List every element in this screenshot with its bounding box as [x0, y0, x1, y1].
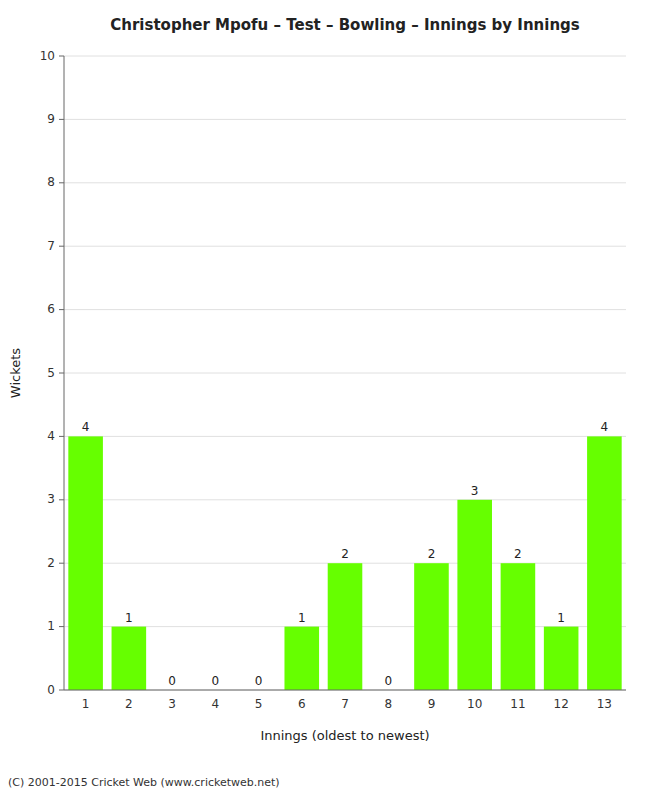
data-label: 0: [168, 674, 176, 688]
x-tick-label: 12: [554, 697, 569, 711]
y-tick: [59, 563, 64, 564]
y-tick-label: 3: [47, 492, 55, 506]
y-tick: [59, 499, 64, 500]
data-label: 1: [125, 611, 133, 625]
data-label: 2: [514, 547, 522, 561]
bar: [587, 436, 622, 690]
grid-line: [64, 182, 626, 183]
x-tick-label: 7: [341, 697, 349, 711]
grid-line: [64, 56, 626, 57]
y-tick: [59, 56, 64, 57]
x-axis-label: Innings (oldest to newest): [260, 728, 429, 743]
bar: [501, 563, 536, 690]
data-labels: 4 1 0 0 0 1 2 0 2 3 2 1 4: [82, 420, 608, 688]
bar: [328, 563, 363, 690]
x-tick-label: 6: [298, 697, 306, 711]
y-tick: [59, 690, 64, 691]
data-label: 2: [428, 547, 436, 561]
data-label: 0: [255, 674, 263, 688]
title: Christopher Mpofu – Test – Bowling – Inn…: [110, 16, 580, 34]
y-tick: [59, 182, 64, 183]
x-tick-label: 3: [168, 697, 176, 711]
x-axis-line: [64, 690, 626, 691]
y-tick-label: 1: [47, 619, 55, 633]
x-tick-label: 2: [125, 697, 133, 711]
data-label: 0: [384, 674, 392, 688]
y-tick: [59, 309, 64, 310]
x-tick-label: 13: [597, 697, 612, 711]
y-axis-line: [64, 56, 65, 690]
data-label: 1: [557, 611, 565, 625]
y-axis-label: Wickets: [8, 348, 23, 398]
chart: 0123456789104100012023214123456789101112…: [0, 0, 650, 800]
x-tick-label: 9: [428, 697, 436, 711]
x-axis: 12345678910111213: [82, 697, 612, 711]
bar: [457, 500, 492, 690]
y-tick-label: 10: [40, 49, 55, 63]
data-label: 4: [82, 420, 90, 434]
y-tick-label: 5: [47, 366, 55, 380]
data-label: 4: [601, 420, 609, 434]
page: {"chart_data": {"type": "bar", "title": …: [0, 0, 650, 800]
grid-line: [64, 373, 626, 374]
x-tick-label: 1: [82, 697, 90, 711]
x-tick-label: 4: [211, 697, 219, 711]
y-tick-label: 8: [47, 175, 55, 189]
x-tick-label: 8: [384, 697, 392, 711]
y-tick: [59, 119, 64, 120]
bar: [414, 563, 449, 690]
grid-line: [64, 436, 626, 437]
y-tick: [59, 436, 64, 437]
grid-line: [64, 690, 626, 691]
data-label: 1: [298, 611, 306, 625]
footer: (C) 2001-2015 Cricket Web (www.cricketwe…: [8, 776, 280, 789]
data-label: 3: [471, 484, 479, 498]
y-tick-label: 2: [47, 556, 55, 570]
y-tick: [59, 246, 64, 247]
grid: [64, 56, 626, 690]
bar: [68, 436, 103, 690]
bars: [68, 436, 621, 690]
bar: [284, 627, 319, 690]
grid-line: [64, 499, 626, 500]
y-tick-label: 0: [47, 683, 55, 697]
y-axis: 0 1 2 3 4 5 6 7 8 9 10: [40, 49, 64, 697]
x-tick-label: 5: [255, 697, 263, 711]
bar: [112, 627, 147, 690]
bar: [544, 627, 579, 690]
grid-line: [64, 119, 626, 120]
y-tick: [59, 626, 64, 627]
data-label: 0: [211, 674, 219, 688]
y-tick-label: 6: [47, 302, 55, 316]
grid-line: [64, 309, 626, 310]
grid-line: [64, 246, 626, 247]
data-label: 2: [341, 547, 349, 561]
x-tick-label: 11: [510, 697, 525, 711]
y-tick: [59, 373, 64, 374]
y-tick-label: 9: [47, 112, 55, 126]
x-tick-label: 10: [467, 697, 482, 711]
y-tick-label: 4: [47, 429, 55, 443]
y-tick-label: 7: [47, 239, 55, 253]
